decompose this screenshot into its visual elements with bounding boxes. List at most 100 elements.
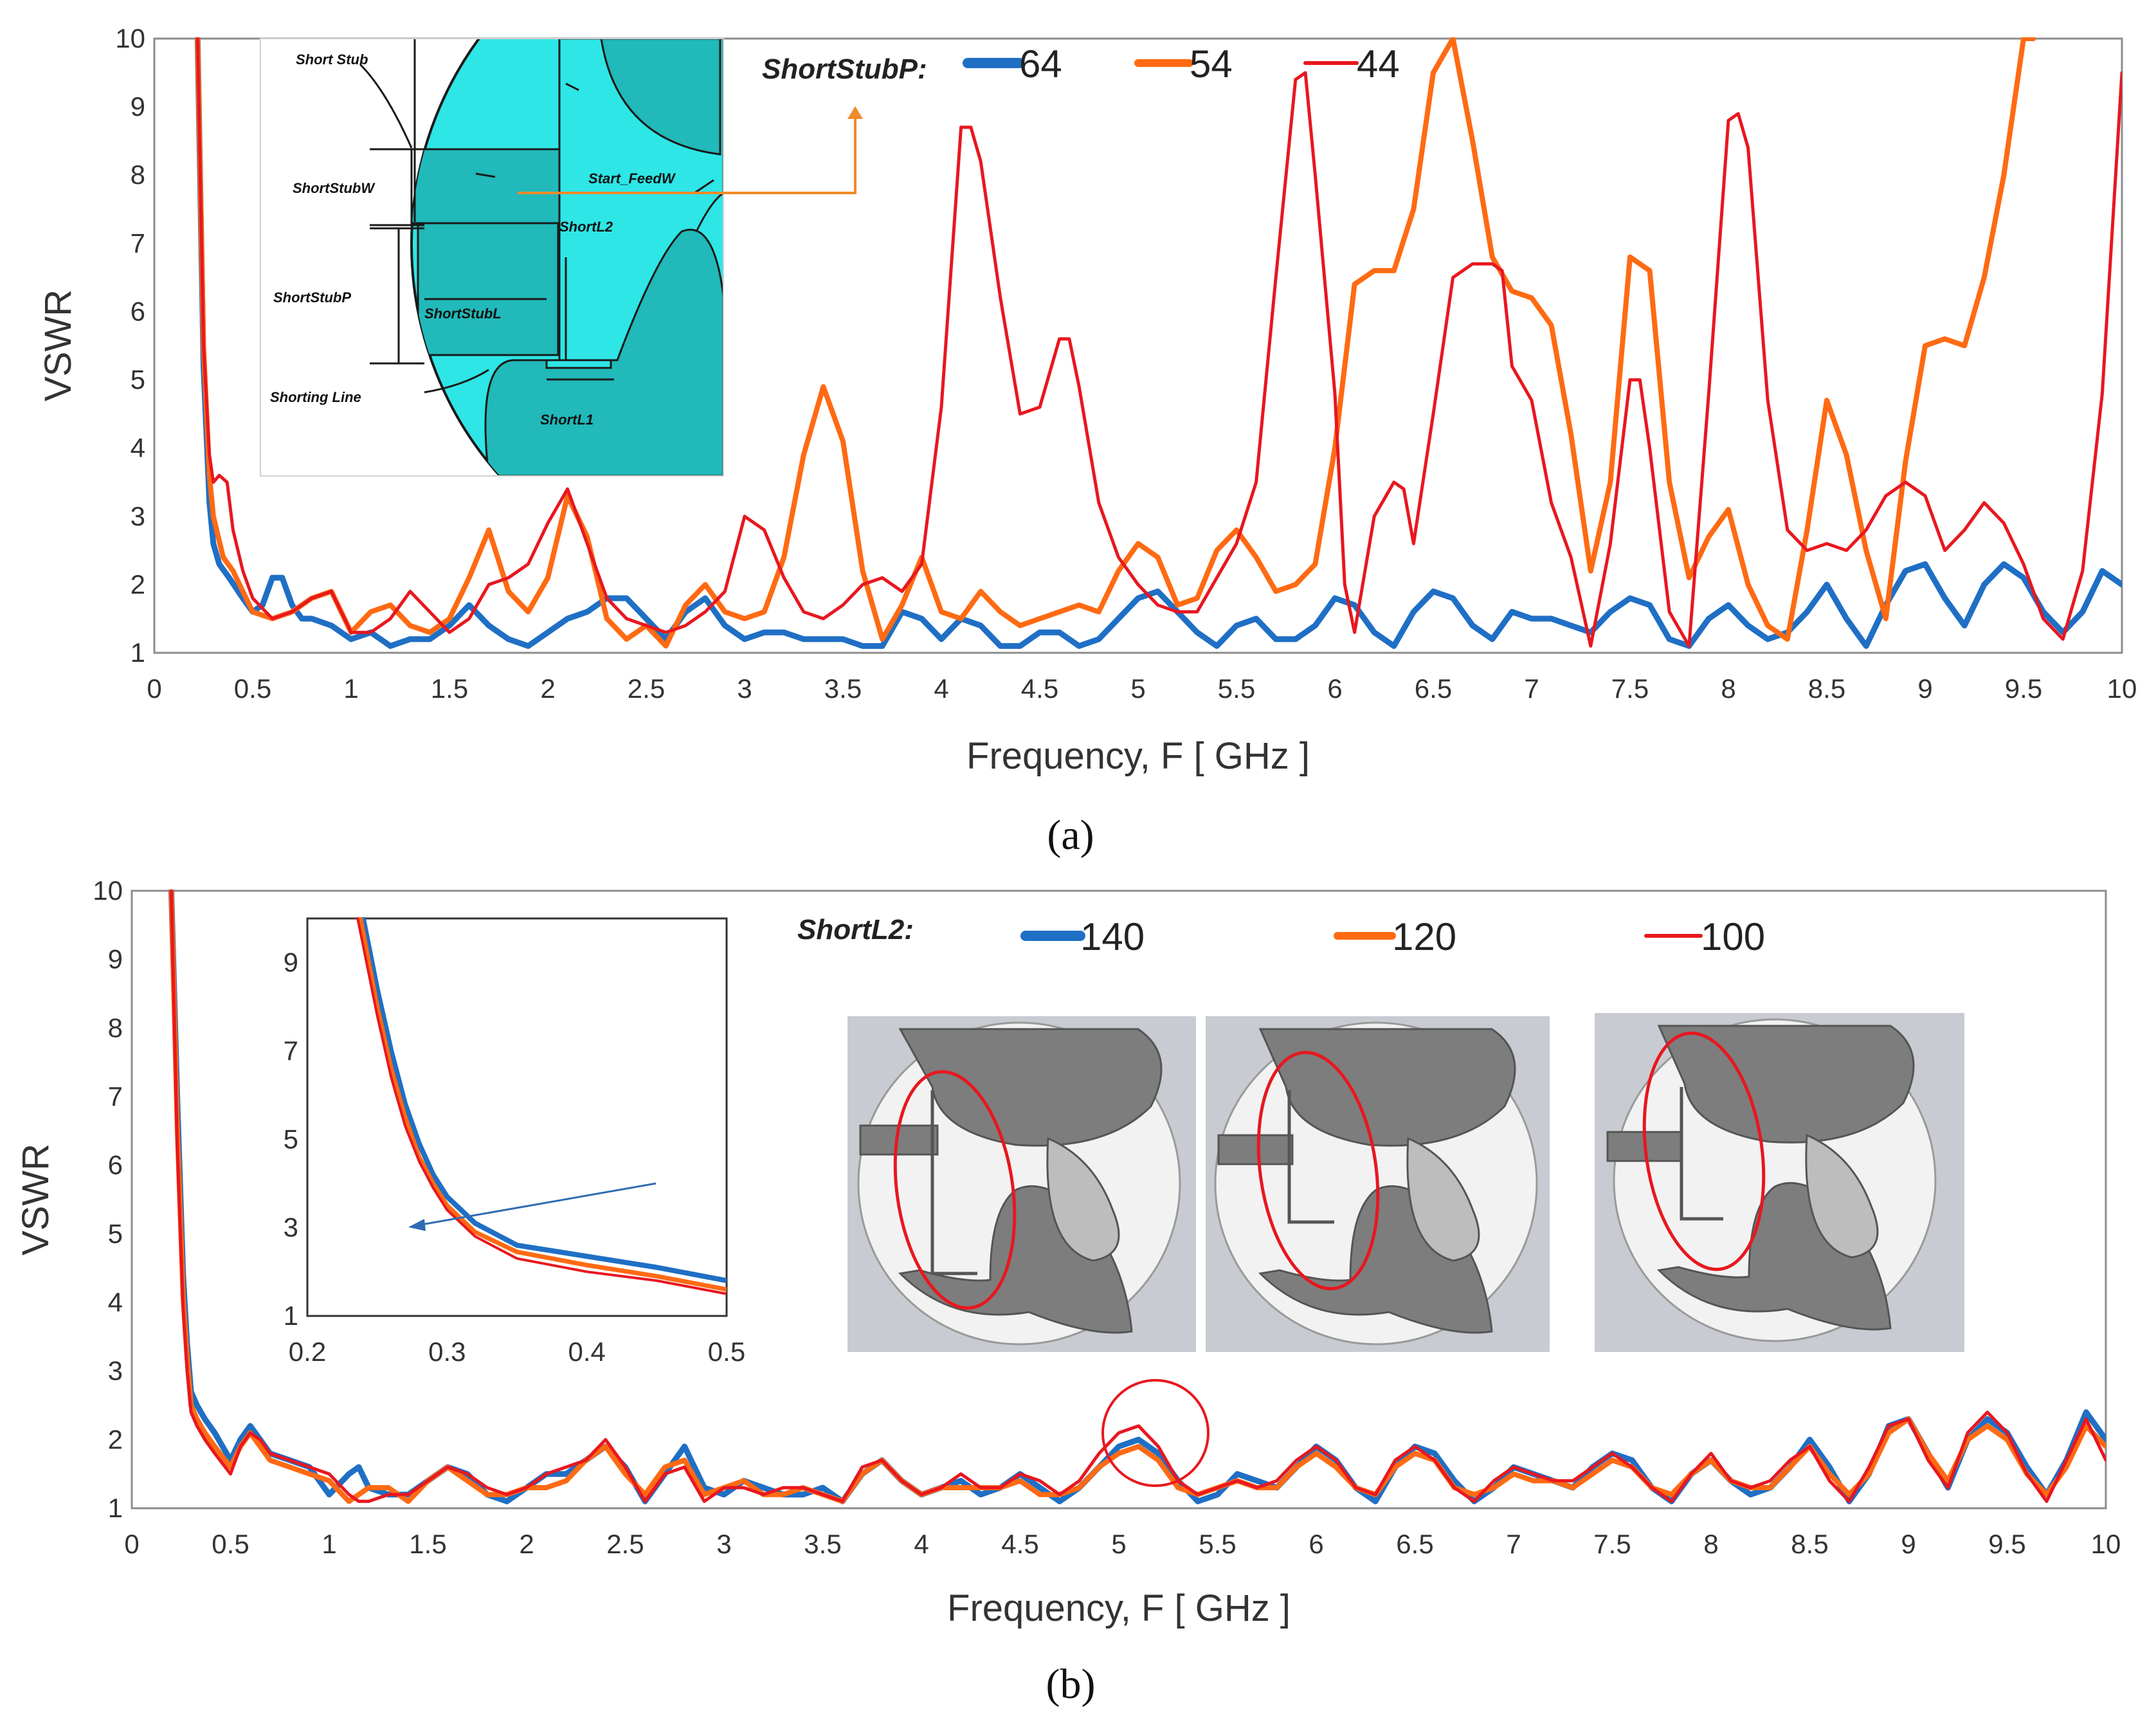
b-inset-trend-arrowhead bbox=[408, 1219, 426, 1231]
b-y-tick-0: 1 bbox=[108, 1493, 123, 1523]
b-x-tick-20: 10 bbox=[2091, 1529, 2121, 1559]
a-legend-label-44: 44 bbox=[1357, 42, 1400, 86]
a-legend-title: ShortStubP: bbox=[762, 53, 927, 85]
a-y-tick-2: 3 bbox=[131, 501, 145, 531]
b-inset-series-140 bbox=[360, 917, 727, 1284]
b-y-tick-9: 10 bbox=[93, 875, 123, 906]
b-thumbnail-100-highlight bbox=[1642, 1031, 1766, 1272]
a-legend: ShortStubP: 64 54 44 bbox=[762, 42, 1400, 86]
b-x-axis-title: Frequency, F [ GHz ] bbox=[947, 1587, 1291, 1629]
a-x-tick-4: 2 bbox=[540, 673, 555, 704]
a-ann-shorting-line: Shorting Line bbox=[270, 389, 361, 405]
b-x-tick-2: 1 bbox=[322, 1529, 336, 1559]
b-inset-y-tick-2: 5 bbox=[284, 1124, 298, 1154]
plot-frame-a bbox=[153, 37, 2123, 654]
a-x-tick-18: 9 bbox=[1917, 673, 1932, 704]
b-legend-label-100: 100 bbox=[1701, 915, 1765, 958]
a-series-lines bbox=[194, 37, 2122, 649]
a-inset-shortl1 bbox=[545, 359, 612, 369]
b-x-tick-8: 4 bbox=[914, 1529, 929, 1559]
b-series-lines bbox=[168, 890, 2106, 1504]
a-ann-short-l1: ShortL1 bbox=[540, 412, 593, 428]
a-series-54 bbox=[195, 37, 2036, 649]
a-ann-short-stub-w: ShortStubW bbox=[293, 180, 376, 196]
b-inset-x-tick-labels: 0.2 0.3 0.4 0.5 bbox=[289, 1337, 745, 1367]
a-x-tick-6: 3 bbox=[737, 673, 752, 704]
a-y-tick-labels: 1 2 3 4 5 6 7 8 9 10 bbox=[115, 23, 145, 668]
b-x-tick-1: 0.5 bbox=[212, 1529, 249, 1559]
a-ann-short-l2: ShortL2 bbox=[559, 219, 613, 235]
a-y-tick-0: 1 bbox=[131, 637, 145, 668]
b-y-tick-6: 7 bbox=[108, 1081, 123, 1111]
a-inset-pointer-arrow bbox=[518, 116, 856, 194]
a-x-tick-12: 6 bbox=[1327, 673, 1342, 704]
b-thumbnail-140 bbox=[847, 1016, 1196, 1352]
a-x-tick-19: 9.5 bbox=[2005, 673, 2042, 704]
b-y-tick-7: 8 bbox=[108, 1012, 123, 1043]
a-y-tick-8: 9 bbox=[131, 91, 145, 122]
a-inset-stub bbox=[412, 148, 574, 224]
a-x-tick-10: 5 bbox=[1130, 673, 1145, 704]
a-x-axis-title: Frequency, F [ GHz ] bbox=[966, 735, 1310, 777]
b-inset-x-tick-3: 0.5 bbox=[708, 1337, 745, 1367]
a-ann-short-stub-p: ShortStubP bbox=[273, 289, 351, 306]
a-x-tick-7: 3.5 bbox=[824, 673, 862, 704]
b-x-tick-9: 4.5 bbox=[1001, 1529, 1038, 1559]
a-inset-pointer-arrowhead bbox=[847, 106, 863, 119]
b-inset-series-120 bbox=[358, 917, 727, 1292]
a-y-tick-4: 5 bbox=[131, 365, 145, 395]
a-ann-short-stub-l: ShortStubL bbox=[424, 306, 502, 322]
panel-b: 1 2 3 4 5 6 7 8 9 10 0 0.5 1 1.5 2 2.5 3 3.5 4 4.5 5 5.5 6 6.5… bbox=[15, 875, 2121, 1708]
a-x-tick-5: 2.5 bbox=[628, 673, 665, 704]
b-thumbnail-140-highlight bbox=[893, 1070, 1017, 1310]
a-ann-short-stub: Short Stub bbox=[296, 51, 368, 68]
a-antenna-inset: Short Stub ShortStubW Start_FeedW ShortL… bbox=[260, 38, 863, 477]
b-x-tick-12: 6 bbox=[1309, 1529, 1323, 1559]
b-inset-x-tick-2: 0.4 bbox=[568, 1337, 605, 1367]
b-legend-label-140: 140 bbox=[1080, 915, 1145, 958]
a-x-tick-17: 8.5 bbox=[1808, 673, 1845, 704]
b-legend: ShortL2: 140 120 100 bbox=[797, 914, 1765, 958]
b-y-axis-title: VSWR bbox=[15, 1144, 57, 1255]
a-x-tick-8: 4 bbox=[934, 673, 948, 704]
b-inset-y-tick-0: 1 bbox=[284, 1301, 298, 1331]
a-x-tick-9: 4.5 bbox=[1021, 673, 1058, 704]
a-series-64 bbox=[194, 37, 2122, 649]
b-panel-label: (b) bbox=[1046, 1661, 1096, 1708]
b-y-tick-4: 5 bbox=[108, 1218, 123, 1248]
b-x-tick-14: 7 bbox=[1506, 1529, 1521, 1559]
a-inset-stub-lower bbox=[417, 222, 559, 356]
b-inset-series-lines bbox=[356, 917, 727, 1295]
b-x-tick-3: 1.5 bbox=[409, 1529, 446, 1559]
b-x-tick-13: 6.5 bbox=[1396, 1529, 1433, 1559]
b-x-tick-16: 8 bbox=[1703, 1529, 1718, 1559]
a-x-tick-13: 6.5 bbox=[1415, 673, 1452, 704]
b-thumbnail-120 bbox=[1206, 1016, 1550, 1352]
b-zoom-inset: 1 3 5 7 9 0.2 0.3 0.4 0.5 bbox=[284, 917, 745, 1367]
b-x-tick-18: 9 bbox=[1901, 1529, 1916, 1559]
a-x-tick-labels: 0 0.5 1 1.5 2 2.5 3 3.5 4 4.5 5 5.5 6 6.5 7 7.5 8 8.5 9 9.5… bbox=[147, 673, 2137, 704]
b-y-tick-3: 4 bbox=[108, 1287, 123, 1317]
b-x-tick-10: 5 bbox=[1111, 1529, 1126, 1559]
b-x-tick-11: 5.5 bbox=[1199, 1529, 1236, 1559]
a-y-tick-7: 8 bbox=[131, 160, 145, 190]
a-x-tick-11: 5.5 bbox=[1218, 673, 1255, 704]
b-x-tick-5: 2.5 bbox=[606, 1529, 644, 1559]
a-x-tick-2: 1 bbox=[343, 673, 358, 704]
b-legend-title: ShortL2: bbox=[797, 914, 914, 945]
b-y-tick-5: 6 bbox=[108, 1150, 123, 1180]
b-inset-y-tick-labels: 1 3 5 7 9 bbox=[284, 947, 298, 1331]
b-inset-y-tick-4: 9 bbox=[284, 947, 298, 978]
b-inset-x-tick-0: 0.2 bbox=[289, 1337, 326, 1367]
b-inset-y-tick-1: 3 bbox=[284, 1212, 298, 1243]
b-x-tick-4: 2 bbox=[519, 1529, 534, 1559]
b-thumbnail-100 bbox=[1595, 1013, 1964, 1352]
panel-a: 1 2 3 4 5 6 7 8 9 10 0 0.5 1 1.5 2 2.5 3 3.5 4 4.5 5 5.5 6 6.5… bbox=[37, 23, 2137, 859]
b-legend-label-120: 120 bbox=[1392, 915, 1456, 958]
a-inset-patch-upper bbox=[600, 39, 721, 156]
b-thumbnail-120-highlight bbox=[1256, 1050, 1380, 1291]
a-x-tick-14: 7 bbox=[1524, 673, 1539, 704]
plot-frame-b bbox=[131, 890, 2107, 1510]
a-y-tick-9: 10 bbox=[115, 23, 145, 53]
